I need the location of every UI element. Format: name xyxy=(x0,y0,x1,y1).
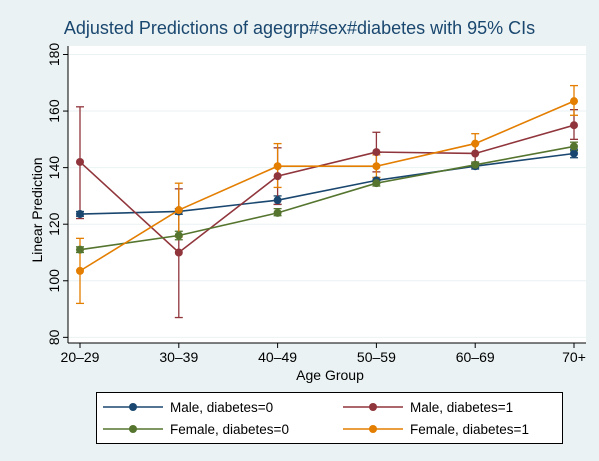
x-tick-label: 30–39 xyxy=(159,349,198,365)
x-tick-label: 20–29 xyxy=(61,349,100,365)
data-point xyxy=(372,162,381,171)
data-point xyxy=(273,208,282,217)
legend-item: Male, diabetes=0 xyxy=(103,397,273,417)
plot-background xyxy=(68,46,586,343)
series-line xyxy=(79,100,575,272)
legend: Male, diabetes=0 Male, diabetes=1 Female, … xyxy=(96,392,563,444)
legend-swatch xyxy=(103,425,163,433)
data-point xyxy=(471,139,480,148)
legend-swatch xyxy=(103,403,163,411)
data-point xyxy=(471,160,480,169)
y-tick-label: 160 xyxy=(46,99,62,123)
legend-item: Female, diabetes=1 xyxy=(343,419,529,439)
legend-swatch xyxy=(343,403,403,411)
y-tick-label: 100 xyxy=(46,269,62,293)
data-point xyxy=(471,149,480,158)
legend-item: Female, diabetes=0 xyxy=(103,419,289,439)
data-point xyxy=(273,162,282,171)
data-point xyxy=(273,172,282,181)
data-point xyxy=(570,149,578,158)
x-tick-label: 40–49 xyxy=(258,349,297,365)
data-point xyxy=(273,196,282,205)
data-point xyxy=(76,266,84,275)
legend-swatch xyxy=(343,425,403,433)
y-tick-label: 80 xyxy=(46,329,62,345)
x-tick-label: 60–69 xyxy=(456,349,495,365)
legend-label: Female, diabetes=1 xyxy=(410,421,529,437)
x-tick-label: 70+ xyxy=(562,349,586,365)
legend-label: Male, diabetes=0 xyxy=(170,399,274,415)
series-line xyxy=(79,145,575,251)
data-point xyxy=(570,121,578,130)
y-axis-label: Linear Prediction xyxy=(29,157,45,263)
legend-label: Female, diabetes=0 xyxy=(170,421,289,437)
data-point xyxy=(372,148,381,157)
x-axis-label: Age Group xyxy=(296,367,364,383)
data-point xyxy=(174,248,183,257)
chart-title: Adjusted Predictions of agegrp#sex#diabe… xyxy=(63,18,536,38)
data-point xyxy=(570,142,578,151)
data-point xyxy=(76,210,84,219)
data-point xyxy=(76,245,84,254)
data-point xyxy=(76,157,84,166)
data-point xyxy=(174,206,183,215)
y-tick-label: 140 xyxy=(46,156,62,180)
data-point xyxy=(174,231,183,240)
legend-label: Male, diabetes=1 xyxy=(410,399,514,415)
y-tick-label: 180 xyxy=(46,43,62,67)
data-point xyxy=(570,97,578,106)
y-tick-label: 120 xyxy=(46,212,62,236)
series-line xyxy=(79,152,575,215)
data-point xyxy=(372,179,381,188)
legend-item: Male, diabetes=1 xyxy=(343,397,513,417)
x-tick-label: 50–59 xyxy=(357,349,396,365)
